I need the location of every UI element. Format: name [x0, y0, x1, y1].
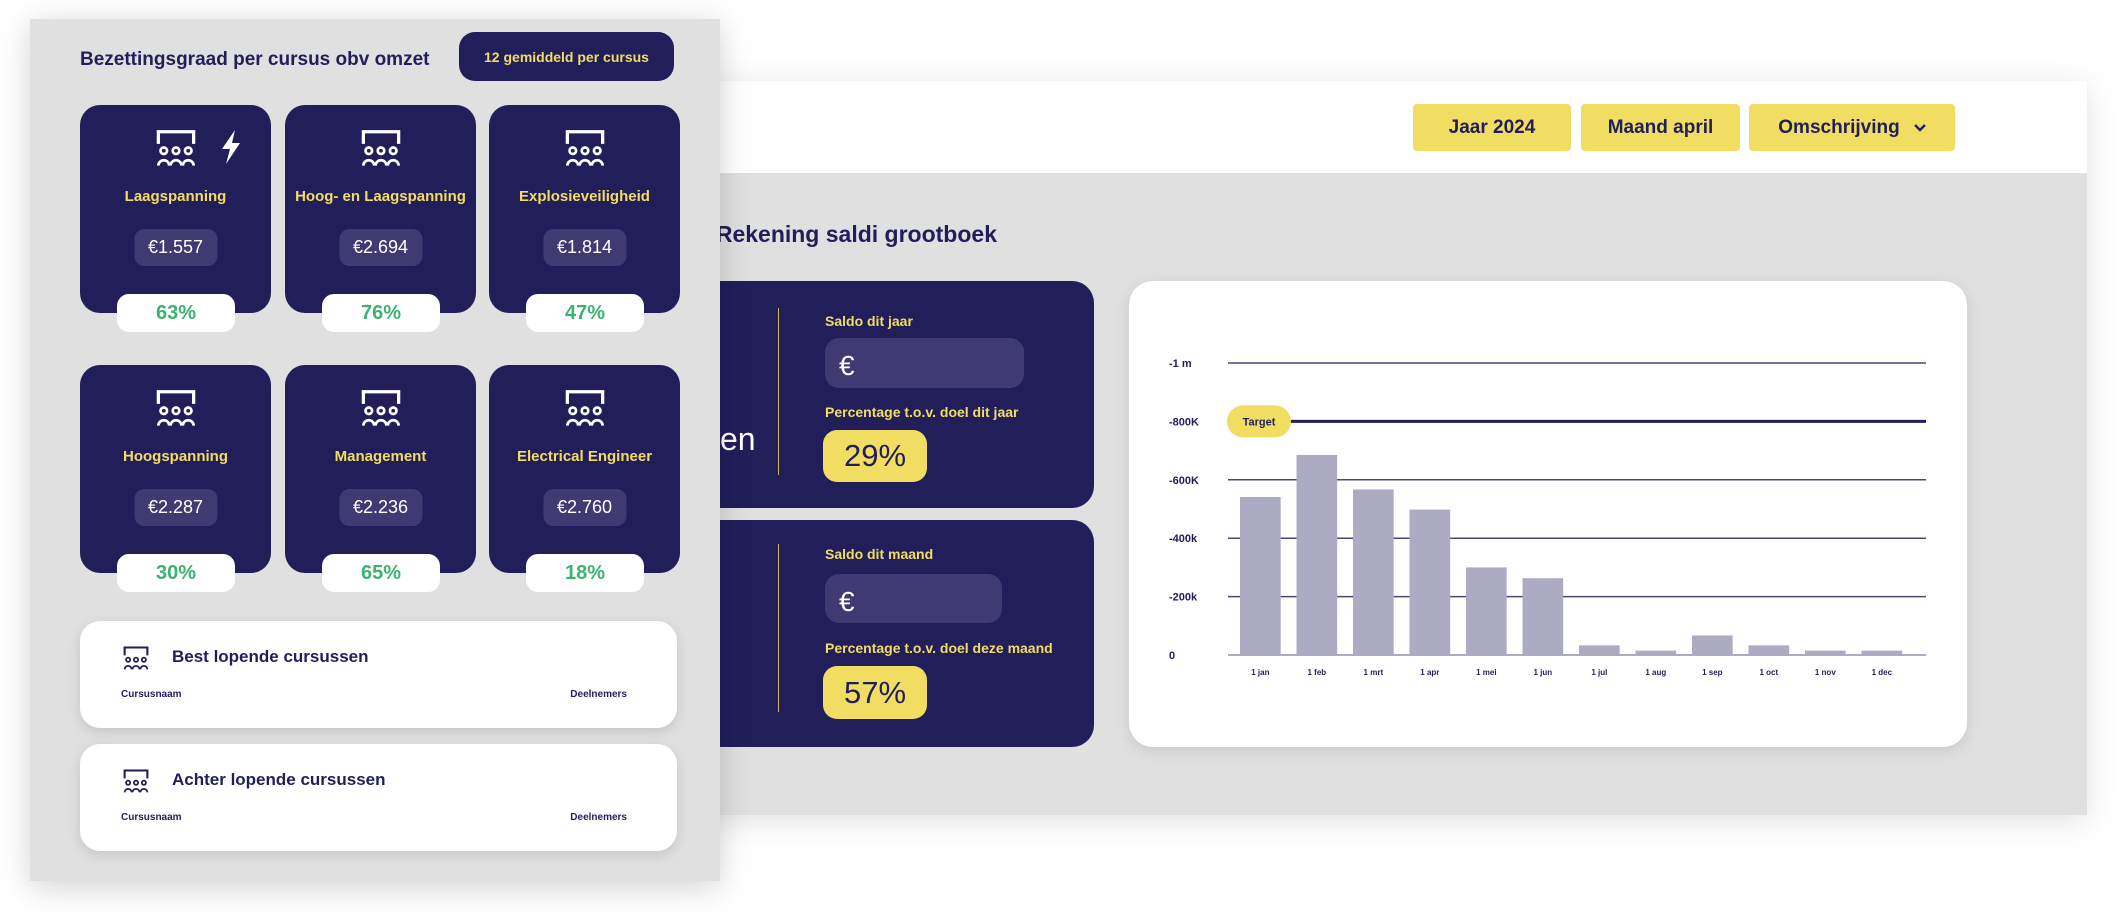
course-name: Hoogspanning [123, 448, 228, 465]
y-tick-label: -800K [1169, 416, 1199, 428]
bar [1409, 509, 1451, 655]
occupancy-percentage: 47% [526, 294, 644, 332]
y-tick-label: -400k [1169, 533, 1198, 545]
bar [1692, 635, 1733, 655]
x-tick-label: 1 jul [1591, 668, 1607, 677]
course-name: Management [334, 448, 427, 465]
occupancy-percentage: 65% [322, 554, 440, 592]
occupancy-percentage: 63% [117, 294, 235, 332]
column-header-course[interactable]: Cursusnaam [121, 812, 182, 823]
classroom-icon [154, 129, 198, 167]
course-card[interactable]: Management €2.236 [285, 365, 476, 573]
bar [1522, 578, 1564, 655]
column-header-participants[interactable]: Deelnemers [570, 812, 627, 823]
course-revenue: €2.236 [338, 489, 423, 526]
saldo-month-label: Saldo dit maand [825, 546, 934, 562]
column-header-participants[interactable]: Deelnemers [570, 689, 627, 700]
saldo-year-label: Saldo dit jaar [825, 313, 913, 329]
course-revenue: €1.814 [542, 229, 627, 266]
x-tick-label: 1 mei [1476, 668, 1496, 677]
bar [1240, 497, 1281, 655]
description-dropdown[interactable]: Omschrijving [1749, 104, 1955, 151]
y-tick-label: 0 [1169, 650, 1175, 662]
course-list-card: Achter lopende cursussen Cursusnaam Deel… [80, 744, 677, 851]
year-filter-label: Jaar 2024 [1448, 116, 1536, 138]
saldo-year-value: € [825, 338, 1024, 388]
course-list-card: Best lopende cursussen Cursusnaam Deelne… [80, 621, 677, 728]
bar [1861, 650, 1903, 655]
column-header-course[interactable]: Cursusnaam [121, 689, 182, 700]
description-label: Omschrijving [1778, 116, 1900, 138]
average-badge: 12 gemiddeld per cursus [459, 32, 674, 81]
pct-year-badge: 29% [823, 430, 927, 482]
target-label: Target [1243, 416, 1276, 428]
bar [1466, 567, 1507, 655]
occupancy-percentage: 30% [117, 554, 235, 592]
month-filter-label: Maand april [1607, 116, 1714, 138]
course-card[interactable]: Hoogspanning €2.287 [80, 365, 271, 573]
occupancy-percentage: 18% [526, 554, 644, 592]
course-revenue: €2.287 [133, 489, 218, 526]
x-tick-label: 1 feb [1308, 668, 1327, 677]
lightning-icon [222, 130, 240, 164]
saldo-month-value: € [825, 574, 1002, 623]
chart-card: 0 -200k -400k -600K -800K -1 m 1 jan 1 feb 1 mrt… [1129, 281, 1967, 747]
pct-month-label: Percentage t.o.v. doel deze maand [825, 640, 1053, 656]
course-revenue: €2.694 [338, 229, 423, 266]
bar [1353, 489, 1394, 655]
y-tick-label: -200k [1169, 592, 1198, 604]
month-filter-button[interactable]: Maand april [1581, 104, 1740, 151]
chevron-down-icon [1913, 123, 1926, 132]
partial-label: en [720, 421, 756, 457]
classroom-icon [359, 129, 403, 167]
course-revenue: €1.557 [133, 229, 218, 266]
x-tick-label: 1 oct [1760, 668, 1779, 677]
x-tick-label: 1 jun [1534, 668, 1553, 677]
target-badge [1227, 405, 1291, 438]
classroom-icon [563, 129, 607, 167]
bar [1748, 645, 1790, 655]
bar [1805, 650, 1846, 655]
occupancy-percentage: 76% [322, 294, 440, 332]
bar [1579, 645, 1620, 655]
divider [778, 308, 779, 475]
x-tick-label: 1 sep [1702, 668, 1723, 677]
bar-chart: 0 -200k -400k -600K -800K -1 m 1 jan 1 feb 1 mrt… [1169, 358, 1926, 677]
occupancy-panel: Bezettingsgraad per cursus obv omzet 12 … [30, 19, 720, 881]
course-name: Hoog- en Laagspanning [295, 188, 466, 205]
panel-title: Bezettingsgraad per cursus obv omzet [80, 49, 430, 70]
course-card[interactable]: Electrical Engineer €2.760 [489, 365, 680, 573]
course-name: Laagspanning [124, 188, 227, 205]
x-tick-label: 1 nov [1815, 668, 1836, 677]
pct-year-label: Percentage t.o.v. doel dit jaar [825, 404, 1019, 420]
x-tick-label: 1 aug [1645, 668, 1666, 677]
list-title: Best lopende cursussen [172, 647, 369, 666]
x-tick-label: 1 dec [1872, 668, 1893, 677]
x-tick-label: 1 apr [1420, 668, 1439, 677]
course-name: Electrical Engineer [516, 448, 653, 465]
course-card[interactable]: Laagspanning €1.557 [80, 105, 271, 313]
y-tick-label: -1 m [1169, 358, 1192, 370]
course-card[interactable]: Hoog- en Laagspanning €2.694 [285, 105, 476, 313]
classroom-icon [122, 768, 150, 794]
pct-month-badge: 57% [823, 666, 927, 719]
bar [1635, 650, 1677, 655]
list-title: Achter lopende cursussen [172, 770, 386, 789]
classroom-icon [563, 389, 607, 427]
course-card[interactable]: Explosieveiligheid €1.814 [489, 105, 680, 313]
y-tick-label: -600K [1169, 475, 1199, 487]
classroom-icon [154, 389, 198, 427]
course-revenue: €2.760 [542, 489, 627, 526]
x-tick-label: 1 jan [1251, 668, 1269, 677]
classroom-icon [122, 645, 150, 671]
year-filter-button[interactable]: Jaar 2024 [1413, 104, 1571, 151]
classroom-icon [359, 389, 403, 427]
bar [1296, 454, 1338, 655]
course-name: Explosieveiligheid [519, 188, 650, 205]
section-title: g. Rekening saldi grootboek [689, 221, 997, 247]
divider [778, 544, 779, 712]
x-tick-label: 1 mrt [1364, 668, 1384, 677]
